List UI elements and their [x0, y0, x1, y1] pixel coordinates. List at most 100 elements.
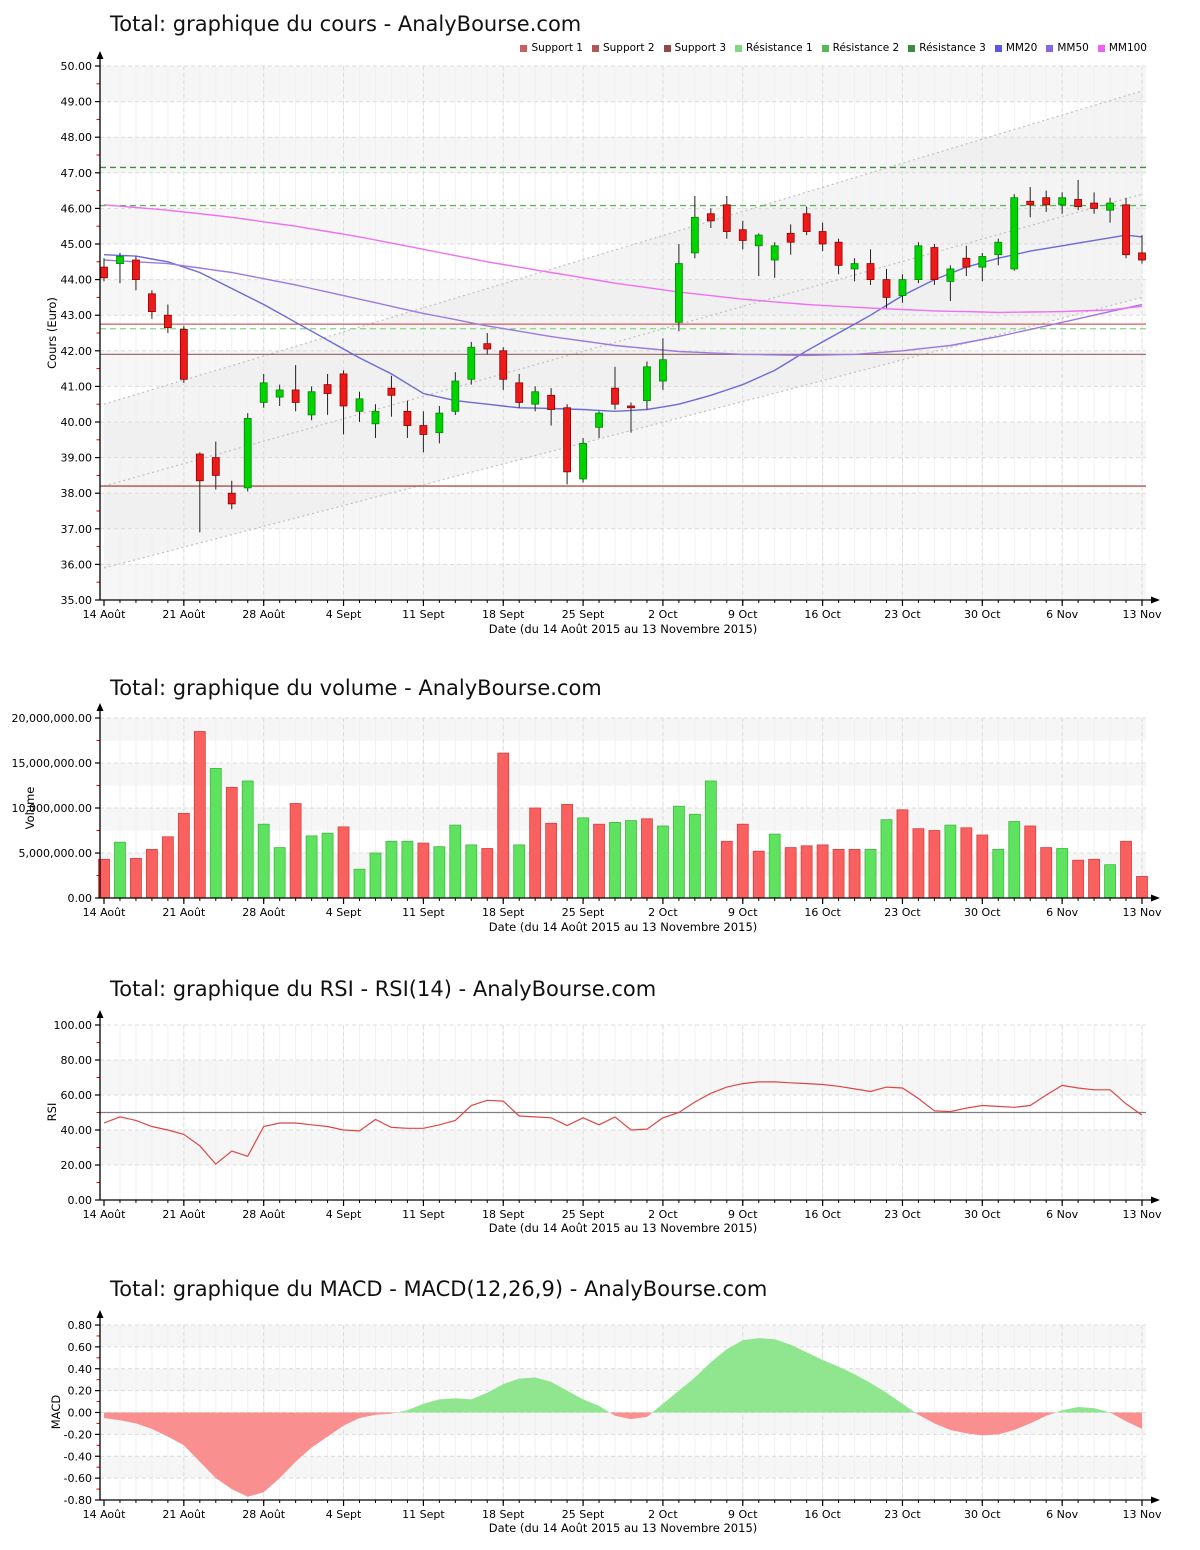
svg-text:6 Nov: 6 Nov: [1046, 1508, 1078, 1521]
rsi-chart: RSI Date (du 14 Août 2015 au 13 Novembre…: [45, 1010, 1162, 1235]
svg-text:25 Sept: 25 Sept: [562, 906, 605, 919]
svg-text:6 Nov: 6 Nov: [1046, 608, 1078, 621]
svg-text:25 Sept: 25 Sept: [562, 1508, 605, 1521]
macd-chart-title: Total: graphique du MACD - MACD(12,26,9)…: [110, 1277, 768, 1301]
macd-xlabel: Date (du 14 Août 2015 au 13 Novembre 201…: [489, 1521, 758, 1535]
svg-text:18 Sept: 18 Sept: [482, 1208, 525, 1221]
price-ylabel: Cours (Euro): [45, 297, 59, 369]
svg-text:13 Nov: 13 Nov: [1123, 608, 1162, 621]
svg-text:39.00: 39.00: [61, 452, 93, 465]
svg-text:2 Oct: 2 Oct: [648, 608, 678, 621]
svg-text:5,000,000.00: 5,000,000.00: [19, 847, 92, 860]
svg-text:11 Sept: 11 Sept: [402, 906, 445, 919]
legend-swatch-icon: [735, 44, 743, 52]
svg-text:20,000,000.00: 20,000,000.00: [12, 712, 92, 725]
svg-text:46.00: 46.00: [61, 202, 93, 215]
svg-text:6 Nov: 6 Nov: [1046, 1208, 1078, 1221]
macd-chart: MACD Date (du 14 Août 2015 au 13 Novembr…: [49, 1310, 1162, 1535]
svg-text:23 Oct: 23 Oct: [884, 906, 921, 919]
svg-text:-0.80: -0.80: [64, 1494, 92, 1507]
svg-text:2 Oct: 2 Oct: [648, 906, 678, 919]
svg-text:100.00: 100.00: [54, 1019, 93, 1032]
svg-text:37.00: 37.00: [61, 523, 93, 536]
svg-text:23 Oct: 23 Oct: [884, 1208, 921, 1221]
svg-text:16 Oct: 16 Oct: [804, 1208, 841, 1221]
svg-text:14 Août: 14 Août: [83, 1508, 127, 1521]
svg-text:36.00: 36.00: [61, 558, 93, 571]
legend-swatch-icon: [1046, 44, 1054, 52]
legend-swatch-icon: [663, 44, 671, 52]
legend-label: MM50: [1057, 42, 1089, 54]
volume-xlabel: Date (du 14 Août 2015 au 13 Novembre 201…: [489, 920, 758, 934]
legend-item-support-1: Support 1: [520, 42, 583, 54]
svg-text:9 Oct: 9 Oct: [728, 1208, 758, 1221]
svg-text:2 Oct: 2 Oct: [648, 1508, 678, 1521]
svg-text:0.00: 0.00: [68, 1194, 93, 1207]
svg-text:40.00: 40.00: [61, 416, 93, 429]
svg-text:0.80: 0.80: [68, 1319, 93, 1332]
svg-text:14 Août: 14 Août: [83, 1208, 127, 1221]
legend-swatch-icon: [908, 44, 916, 52]
svg-text:49.00: 49.00: [61, 96, 93, 109]
legend-label: Résistance 3: [919, 42, 986, 54]
svg-text:9 Oct: 9 Oct: [728, 906, 758, 919]
svg-text:4 Sept: 4 Sept: [326, 906, 362, 919]
svg-text:23 Oct: 23 Oct: [884, 1508, 921, 1521]
svg-text:30 Oct: 30 Oct: [964, 1208, 1001, 1221]
svg-text:13 Nov: 13 Nov: [1123, 1508, 1162, 1521]
svg-text:13 Nov: 13 Nov: [1123, 906, 1162, 919]
svg-text:43.00: 43.00: [61, 309, 93, 322]
svg-text:-0.40: -0.40: [64, 1450, 92, 1463]
svg-text:28 Août: 28 Août: [242, 608, 286, 621]
svg-text:21 Août: 21 Août: [162, 608, 206, 621]
svg-text:21 Août: 21 Août: [162, 1508, 206, 1521]
svg-text:42.00: 42.00: [61, 345, 93, 358]
legend-item-mm100: MM100: [1097, 42, 1147, 54]
legend-item-r-sistance-3: Résistance 3: [908, 42, 986, 54]
legend-label: Support 3: [674, 42, 727, 54]
legend-swatch-icon: [591, 44, 599, 52]
svg-text:4 Sept: 4 Sept: [326, 608, 362, 621]
legend-swatch-icon: [520, 44, 528, 52]
legend-label: MM100: [1108, 42, 1147, 54]
svg-text:11 Sept: 11 Sept: [402, 608, 445, 621]
rsi-xlabel: Date (du 14 Août 2015 au 13 Novembre 201…: [489, 1221, 758, 1235]
legend-item-support-3: Support 3: [663, 42, 727, 54]
rsi-chart-title: Total: graphique du RSI - RSI(14) - Anal…: [110, 977, 657, 1001]
svg-text:16 Oct: 16 Oct: [804, 906, 841, 919]
svg-text:28 Août: 28 Août: [242, 1208, 286, 1221]
price-chart-title: Total: graphique du cours - AnalyBourse.…: [110, 12, 582, 36]
volume-chart: Volume Date (du 14 Août 2015 au 13 Novem…: [12, 703, 1162, 934]
rsi-ylabel: RSI: [45, 1103, 59, 1122]
svg-text:4 Sept: 4 Sept: [326, 1208, 362, 1221]
svg-text:-0.60: -0.60: [64, 1472, 92, 1485]
svg-text:30 Oct: 30 Oct: [964, 906, 1001, 919]
svg-text:48.00: 48.00: [61, 131, 93, 144]
svg-text:0.60: 0.60: [68, 1341, 93, 1354]
svg-text:13 Nov: 13 Nov: [1123, 1208, 1162, 1221]
svg-text:14 Août: 14 Août: [83, 608, 127, 621]
svg-text:21 Août: 21 Août: [162, 906, 206, 919]
svg-text:11 Sept: 11 Sept: [402, 1508, 445, 1521]
svg-text:0.20: 0.20: [68, 1385, 93, 1398]
svg-text:18 Sept: 18 Sept: [482, 1508, 525, 1521]
svg-text:28 Août: 28 Août: [242, 1508, 286, 1521]
legend-item-r-sistance-1: Résistance 1: [735, 42, 813, 54]
svg-text:16 Oct: 16 Oct: [804, 1508, 841, 1521]
svg-text:0.00: 0.00: [68, 892, 93, 905]
svg-text:18 Sept: 18 Sept: [482, 906, 525, 919]
legend-item-support-2: Support 2: [591, 42, 655, 54]
volume-ylabel: Volume: [23, 787, 37, 830]
svg-text:18 Sept: 18 Sept: [482, 608, 525, 621]
volume-chart-title: Total: graphique du volume - AnalyBourse…: [110, 676, 602, 700]
svg-text:15,000,000.00: 15,000,000.00: [12, 757, 92, 770]
legend-label: Support 1: [531, 42, 583, 54]
svg-text:9 Oct: 9 Oct: [728, 608, 758, 621]
svg-text:16 Oct: 16 Oct: [804, 608, 841, 621]
svg-text:14 Août: 14 Août: [83, 906, 127, 919]
svg-text:25 Sept: 25 Sept: [562, 608, 605, 621]
svg-text:41.00: 41.00: [61, 380, 93, 393]
svg-text:45.00: 45.00: [61, 238, 93, 251]
svg-text:21 Août: 21 Août: [162, 1208, 206, 1221]
svg-text:80.00: 80.00: [61, 1054, 93, 1067]
